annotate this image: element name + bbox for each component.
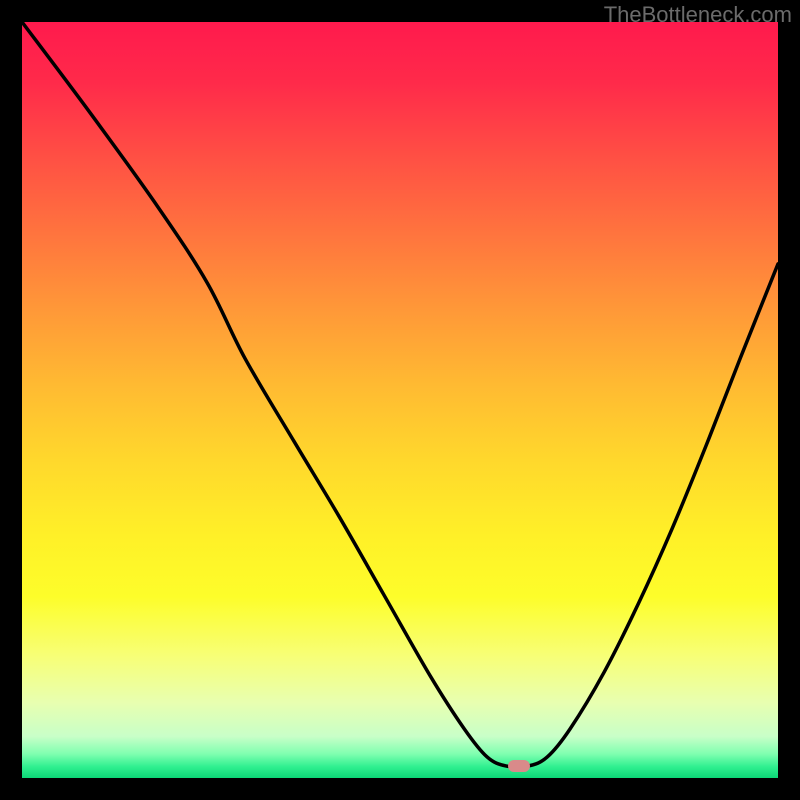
optimal-marker: [508, 760, 530, 772]
bottleneck-curve: [22, 22, 778, 778]
plot-area: [22, 22, 778, 778]
chart-container: TheBottleneck.com: [0, 0, 800, 800]
watermark-text: TheBottleneck.com: [604, 2, 792, 28]
